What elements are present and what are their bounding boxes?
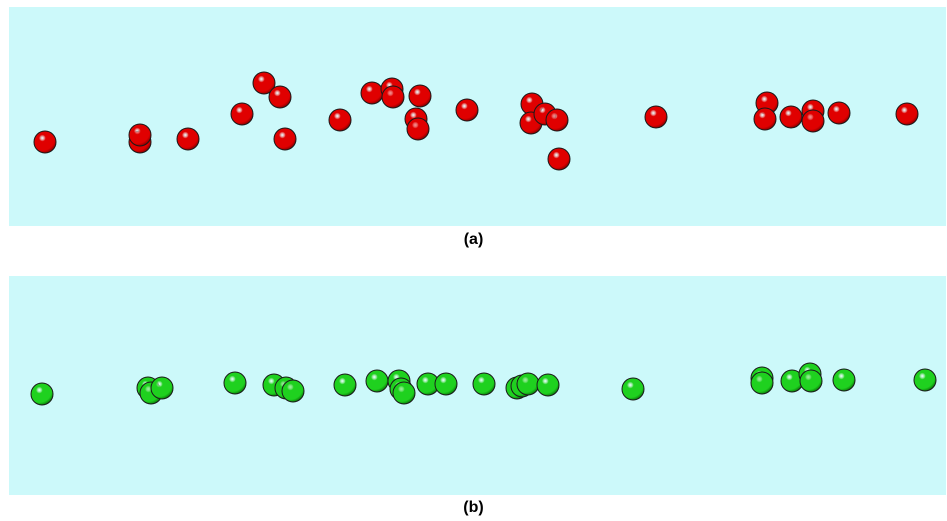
sphere-a-5 — [252, 71, 276, 95]
sphere-a-23 — [753, 107, 777, 131]
sphere-b-15 — [472, 372, 496, 396]
sphere-b-19 — [536, 373, 560, 397]
sphere-a-8 — [328, 108, 352, 132]
sphere-b-0 — [30, 382, 54, 406]
sphere-a-11 — [381, 85, 405, 109]
sphere-b-20 — [621, 377, 645, 401]
sphere-a-27 — [827, 101, 851, 125]
panel-b — [9, 276, 946, 495]
sphere-a-26 — [801, 109, 825, 133]
sphere-a-0 — [33, 130, 57, 154]
sphere-a-7 — [273, 127, 297, 151]
sphere-a-6 — [268, 85, 292, 109]
sphere-b-4 — [223, 371, 247, 395]
sphere-a-2 — [128, 123, 152, 147]
sphere-group-b — [30, 362, 937, 406]
sphere-b-26 — [832, 368, 856, 392]
panel-a — [9, 7, 946, 226]
sphere-b-7 — [281, 379, 305, 403]
sphere-a-4 — [230, 102, 254, 126]
sphere-b-25 — [799, 369, 823, 393]
sphere-b-22 — [750, 371, 774, 395]
sphere-a-14 — [406, 117, 430, 141]
sphere-b-3 — [150, 376, 174, 400]
sphere-a-15 — [455, 98, 479, 122]
sphere-a-21 — [644, 105, 668, 129]
sphere-a-24 — [779, 105, 803, 129]
sphere-b-14 — [434, 372, 458, 396]
sphere-a-9 — [360, 81, 384, 105]
panel-a-caption: (a) — [463, 231, 484, 248]
sphere-a-28 — [895, 102, 919, 126]
sphere-b-9 — [365, 369, 389, 393]
sphere-a-20 — [547, 147, 571, 171]
sphere-a-3 — [176, 127, 200, 151]
sphere-b-12 — [392, 381, 416, 405]
sphere-b-27 — [913, 368, 937, 392]
sphere-group-a — [33, 71, 919, 171]
sphere-b-8 — [333, 373, 357, 397]
panel-b-caption: (b) — [463, 499, 484, 516]
sphere-a-19 — [545, 108, 569, 132]
sphere-a-12 — [408, 84, 432, 108]
sphere-b-18 — [516, 372, 540, 396]
